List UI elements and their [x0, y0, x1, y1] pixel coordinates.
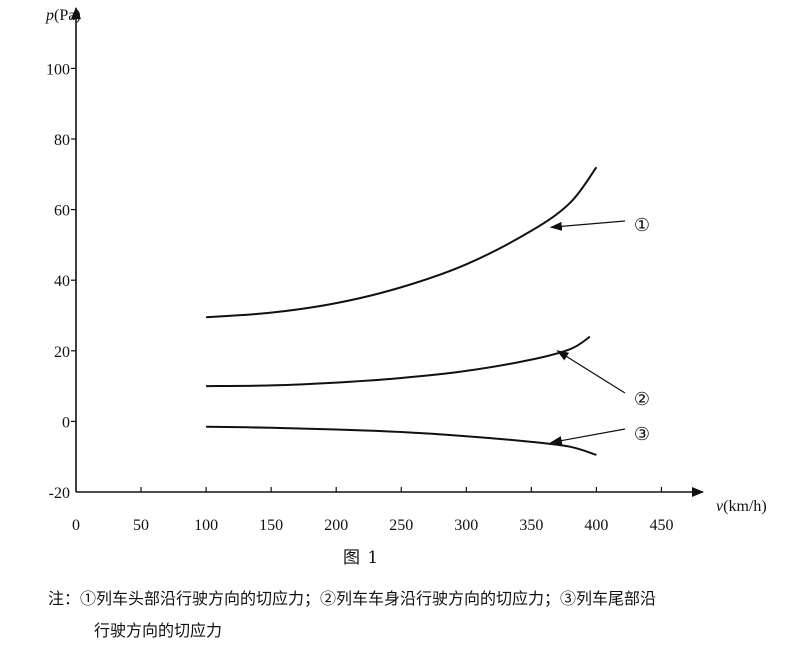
figure-note: 注：①列车头部沿行驶方向的切应力；②列车车身沿行驶方向的切应力；③列车尾部沿 行…	[48, 583, 656, 647]
x-tick-label: 400	[584, 517, 608, 534]
x-axis-title-italic: v	[716, 498, 724, 515]
x-tick-label: 50	[133, 517, 149, 534]
y-tick-label: 60	[54, 203, 70, 220]
x-tick-label: 450	[649, 517, 673, 534]
series-layer	[206, 166, 598, 456]
y-axis-title-italic: p	[45, 7, 54, 24]
x-axis-title: v(km/h)	[716, 498, 767, 515]
annotation-label-3: ③	[634, 424, 650, 445]
note-line-2: 行驶方向的切应力	[94, 621, 223, 640]
y-tick-label: 20	[54, 344, 70, 361]
y-axis-title: p(Pa)	[45, 7, 81, 24]
axes	[71, 7, 704, 497]
annotation-label-2: ②	[634, 389, 650, 410]
x-tick-label: 100	[194, 517, 218, 534]
x-tick-label: 200	[324, 517, 348, 534]
annotation-arrow-2	[556, 350, 626, 394]
series-line-2	[206, 335, 591, 388]
annotation-arrow-3	[549, 428, 626, 446]
figure-caption: 图 1	[343, 548, 380, 568]
note-line-1: 注：①列车头部沿行驶方向的切应力；②列车车身沿行驶方向的切应力；③列车尾部沿	[48, 589, 657, 608]
y-tick-label: 0	[62, 414, 70, 431]
line-chart: 0 50 100 150 200 250 300 350 400 450 -20020406080…	[45, 7, 767, 534]
series-line-3	[206, 425, 597, 456]
annotation-arrow-1	[549, 220, 626, 231]
annotation-layer: ① ② ③	[549, 215, 650, 446]
x-axis-title-rest: (km/h)	[723, 498, 767, 515]
y-tick-label: 100	[46, 61, 70, 78]
y-tick-label: 80	[54, 132, 70, 149]
annotation-label-1: ①	[634, 215, 650, 236]
x-tick-label: 150	[259, 517, 283, 534]
series-line-1	[206, 166, 598, 319]
y-axis-title-rest: (Pa)	[54, 7, 81, 24]
y-tick-label: 40	[54, 273, 70, 290]
x-tick-label: 0	[72, 517, 80, 534]
y-tick-label: -20	[49, 485, 70, 502]
x-ticks: 0 50 100 150 200 250 300 350 400 450	[72, 487, 673, 534]
x-tick-label: 350	[519, 517, 543, 534]
x-tick-label: 300	[454, 517, 478, 534]
x-tick-label: 250	[389, 517, 413, 534]
y-ticks: -20 0 20 40 60 80 100	[46, 61, 76, 502]
